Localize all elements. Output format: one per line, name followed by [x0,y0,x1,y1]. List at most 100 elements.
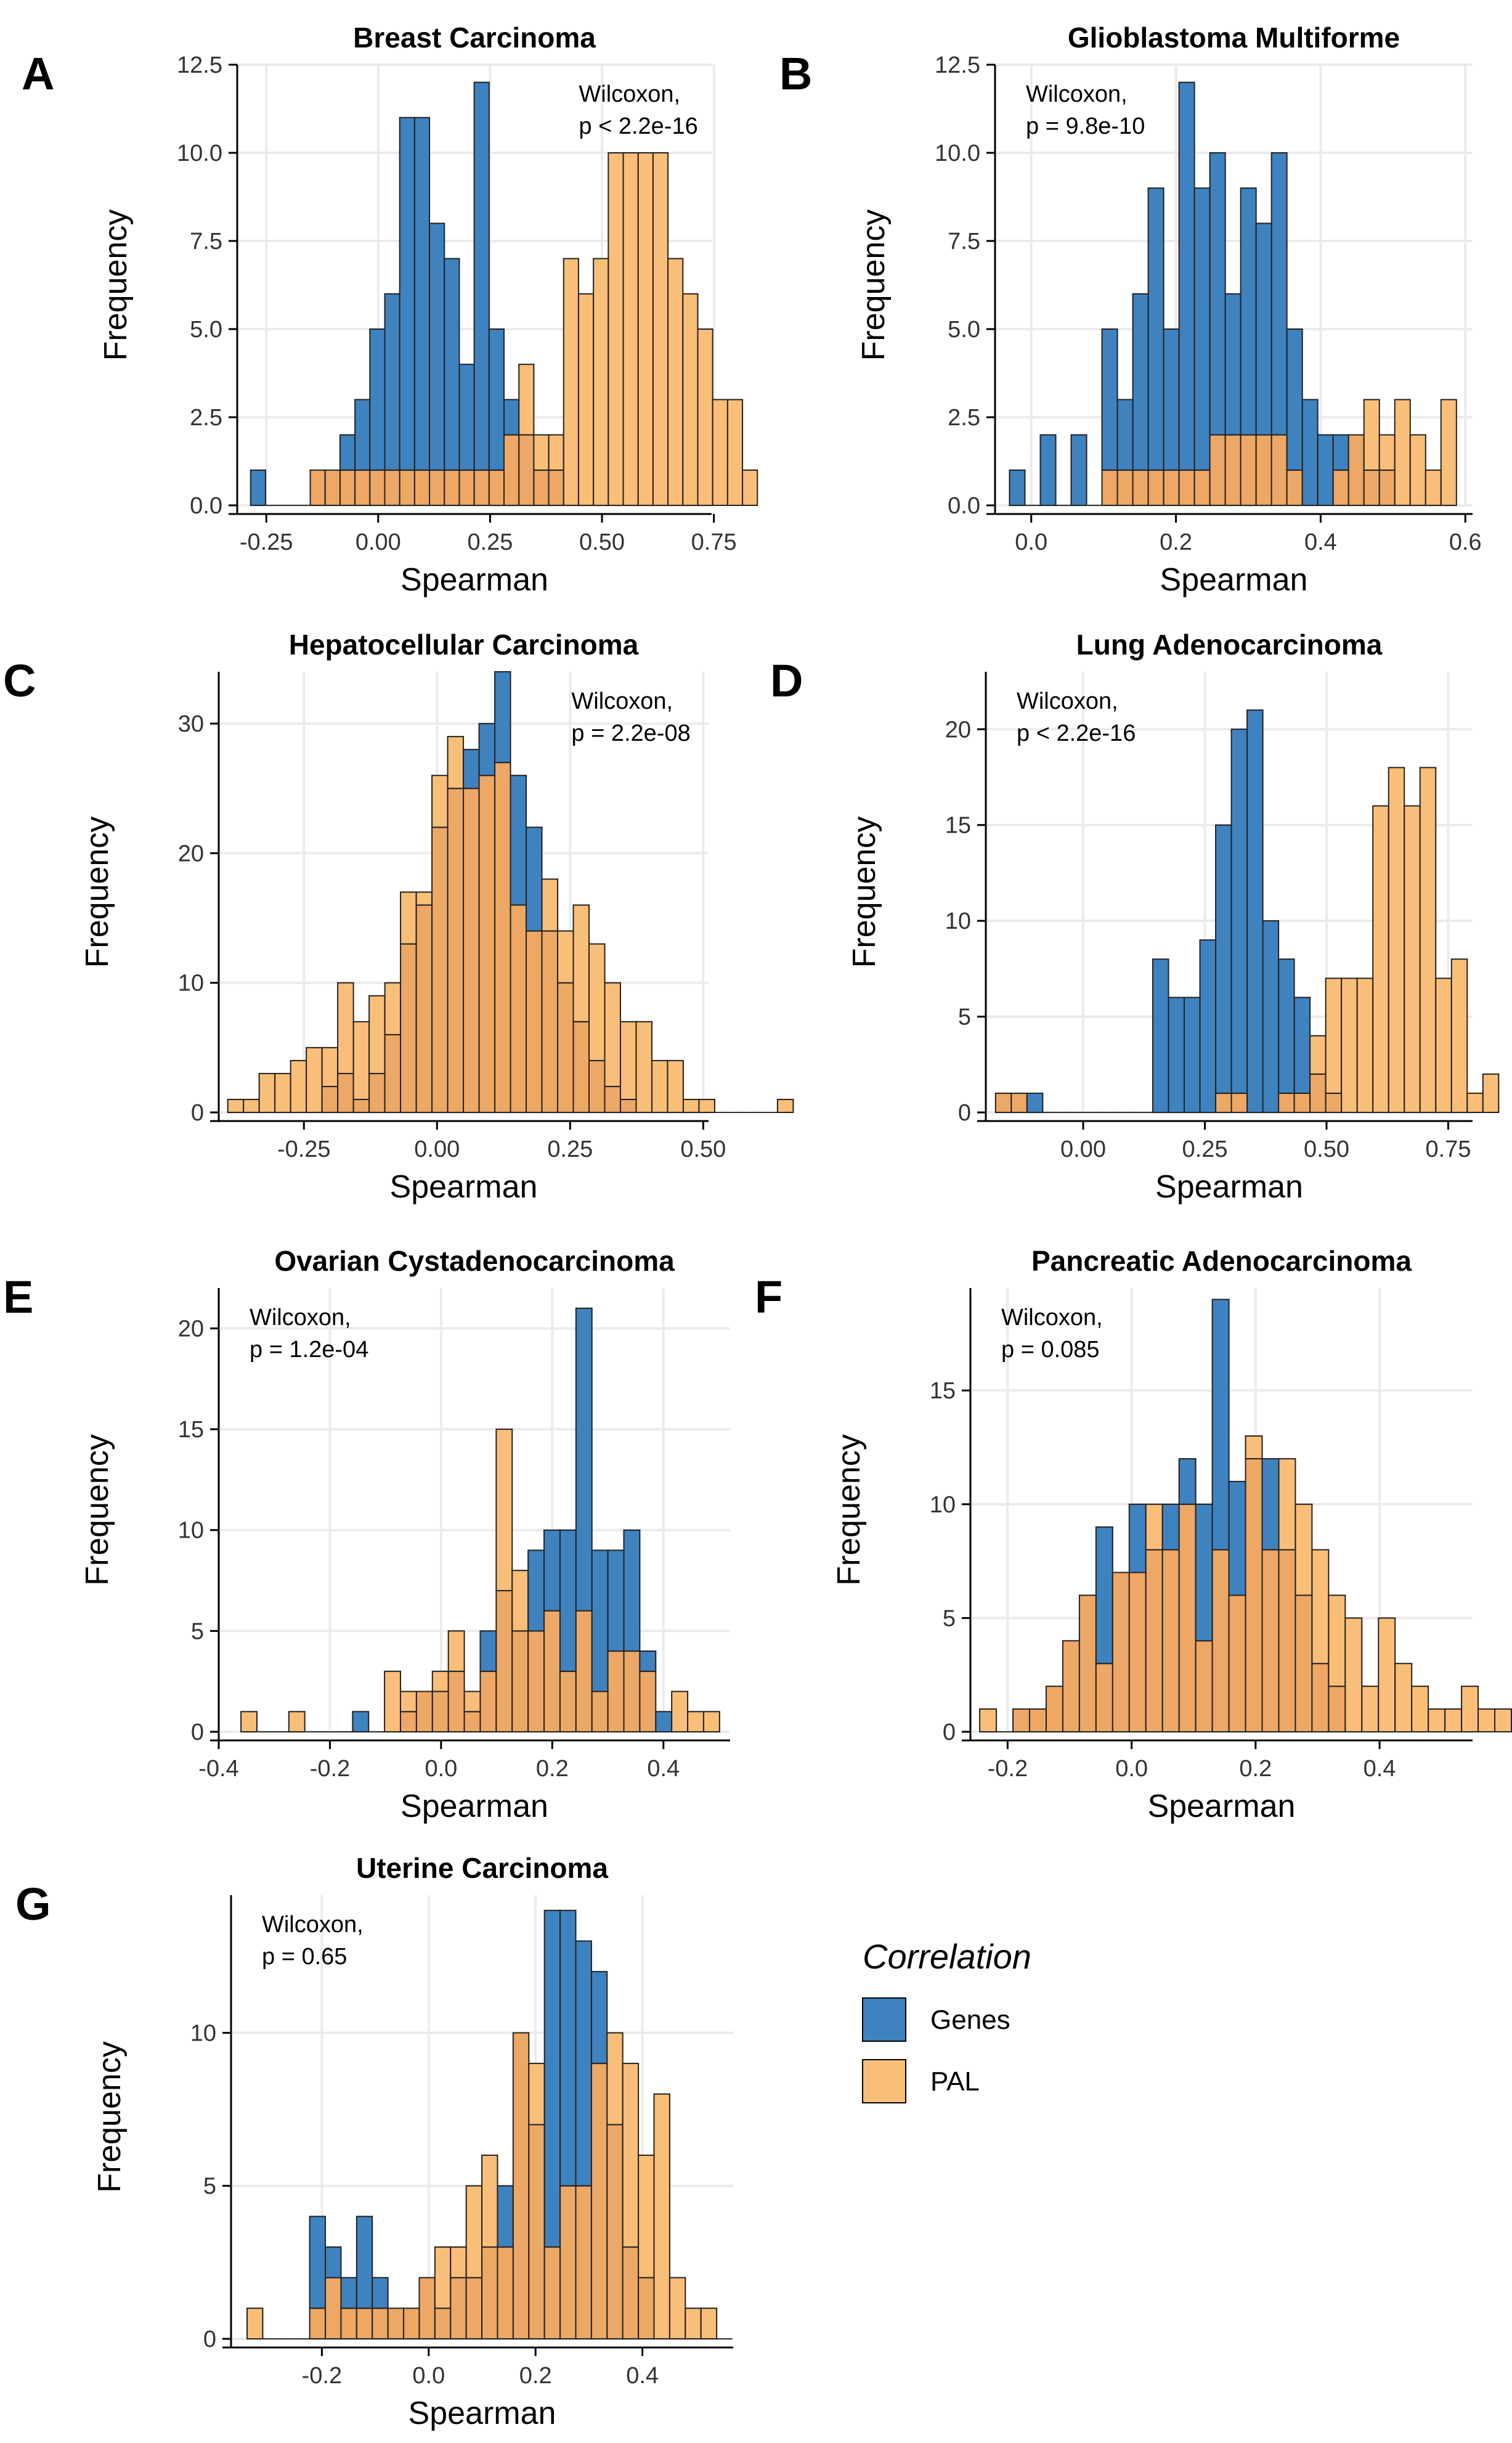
chart-title-a: Breast Carcinoma [353,22,596,54]
bar-c-20-overlap [541,930,559,1114]
bar-c-11-overlap [400,943,417,1114]
bar-e-29-pal [702,1711,720,1732]
bar-c-23-overlap [588,1059,606,1113]
bar-g-6-genes [340,2277,357,2309]
bar-e-26-genes [655,1711,673,1732]
bar-b-12-genes [1193,187,1211,471]
bar-d-0-overlap [994,1092,1012,1114]
panel-letter-f: F [755,1271,782,1323]
x-tick-label-a-2: 0.25 [467,529,513,555]
x-tick-label-g-2: 0.2 [519,2363,552,2389]
bar-b-21-overlap [1332,469,1349,506]
bar-c-7-overlap [337,1072,354,1113]
bar-e-18-genes [527,1549,545,1632]
bars-b [1009,81,1457,507]
x-tick-label-g-1: 0.0 [412,2363,445,2389]
bar-f-31-pal [1494,1708,1512,1732]
bar-c-16-genes [478,723,496,777]
x-axis-title-c: Spearman [390,1169,538,1205]
x-tick-label-a-3: 0.50 [579,529,625,555]
bar-g-7-genes [356,2216,373,2309]
bar-f-20-overlap [1311,1663,1330,1732]
bar-f-20-pal [1311,1549,1330,1665]
bar-f-5-overlap [1062,1640,1080,1732]
bar-d-22-pal [1341,977,1358,1114]
bar-f-25-pal [1394,1663,1413,1732]
bar-c-30-pal [698,1098,715,1113]
bar-a-21-pal [563,258,579,506]
bar-f-30-pal [1477,1708,1496,1732]
bar-d-31-pal [1482,1073,1500,1113]
y-tick-label-a-0: 0.0 [190,493,222,519]
y-tick-label-f-1: 5 [943,1605,956,1631]
bar-d-19-genes [1293,997,1311,1094]
x-tick-label-g-3: 0.4 [626,2363,659,2389]
bar-f-26-pal [1411,1686,1429,1732]
bar-a-13-overlap [444,469,460,506]
bar-g-12-overlap [434,2307,452,2339]
y-tick-label-a-1: 2.5 [190,405,222,431]
bar-a-8-overlap [369,469,386,506]
bar-b-24-pal [1378,434,1396,471]
bar-c-6-pal [321,1046,339,1087]
bar-f-8-overlap [1112,1572,1130,1733]
bar-f-19-overlap [1295,1594,1313,1732]
bar-c-35-pal [776,1098,794,1113]
bar-d-14-genes [1215,824,1232,1094]
bar-f-11-overlap [1161,1549,1180,1733]
bar-b-26-pal [1409,434,1426,506]
y-axis-title-g: Frequency [92,2041,128,2193]
x-tick-label-c-1: 0.00 [414,1136,460,1162]
bar-e-21-overlap [575,1610,593,1733]
annotation-c-1: p = 2.2e-08 [571,720,690,746]
bar-c-24-overlap [604,1085,621,1113]
bar-e-15-overlap [479,1670,497,1732]
bar-a-13-genes [444,258,460,471]
bar-a-6-genes [339,434,356,471]
y-tick-label-f-2: 10 [930,1492,956,1518]
x-tick-label-b-1: 0.2 [1160,529,1192,555]
chart-title-g: Uterine Carcinoma [356,1852,608,1884]
bar-c-24-pal [604,982,621,1087]
bar-c-19-overlap [526,930,543,1114]
y-tick-label-g-1: 5 [203,2174,216,2200]
chart-title-e: Ovarian Cystadenocarcinoma [274,1245,675,1277]
y-axis-title-d: Frequency [847,817,882,968]
bar-a-16-overlap [488,469,505,506]
bar-e-7-genes [352,1711,370,1732]
bar-e-3-pal [288,1711,306,1732]
bar-g-13-pal [450,2246,467,2278]
bar-e-15-genes [479,1630,497,1672]
bar-b-16-overlap [1255,434,1272,506]
bar-a-19-overlap [533,469,550,506]
bar-d-26-pal [1404,805,1421,1113]
bar-e-22-genes [591,1549,609,1692]
bar-a-31-pal [712,399,728,507]
bar-a-27-pal [652,152,669,506]
bar-g-19-overlap [543,2246,561,2339]
bar-d-10-genes [1152,958,1169,1113]
bar-g-22-genes [590,1971,608,2065]
y-tick-label-e-0: 0 [191,1719,204,1745]
bar-a-20-overlap [548,469,564,506]
bar-c-16-overlap [478,775,496,1114]
annotation-e-1: p = 1.2e-04 [250,1337,368,1363]
y-tick-label-e-1: 5 [191,1618,204,1644]
bar-a-5-overlap [324,469,341,506]
bars-g [246,1909,733,2340]
y-tick-label-b-2: 5.0 [948,317,980,343]
bar-c-8-overlap [352,1098,370,1113]
bar-g-16-genes [497,2185,514,2248]
bar-b-21-genes [1332,434,1349,471]
bar-f-6-overlap [1078,1594,1097,1732]
y-axis-title-e: Frequency [79,1434,115,1586]
bar-d-27-pal [1419,767,1437,1114]
bar-g-7-overlap [356,2307,373,2339]
y-tick-label-f-3: 15 [930,1378,956,1404]
y-tick-label-c-3: 30 [178,711,204,737]
y-tick-label-b-0: 0.0 [948,493,980,519]
y-axis-title-a: Frequency [98,210,134,361]
bar-f-7-overlap [1095,1663,1113,1732]
panels: -0.25 0.00 0.25 0.50 0.750.02.55.07.510.012.… [3,22,1512,2431]
bar-c-10-overlap [384,1034,402,1113]
